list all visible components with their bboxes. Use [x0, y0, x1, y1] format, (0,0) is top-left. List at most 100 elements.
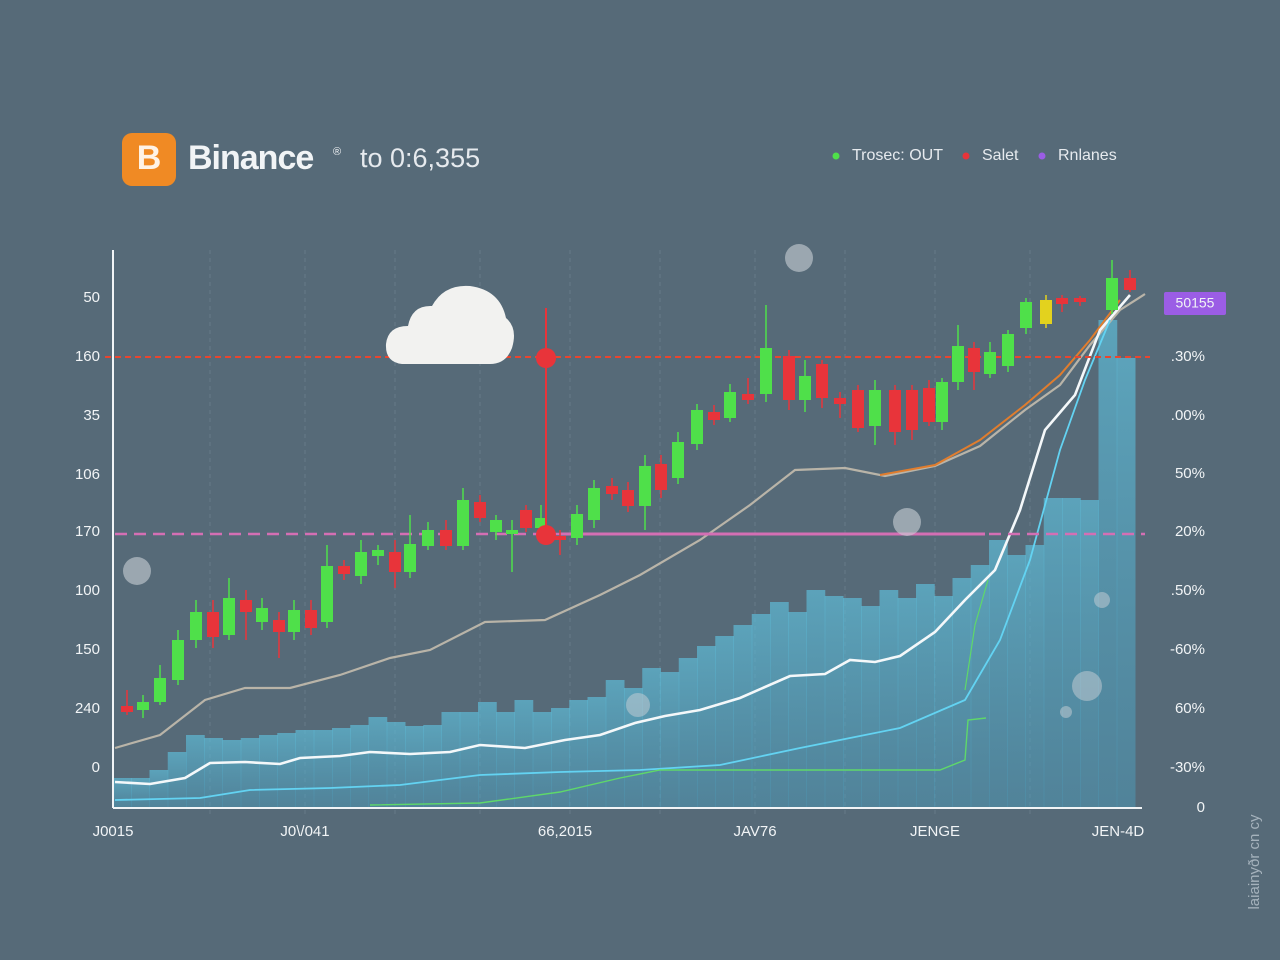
area-bar [259, 735, 278, 808]
bubble [1060, 706, 1072, 718]
area-bar [423, 725, 442, 808]
candle-body [338, 566, 350, 574]
area-bar [624, 688, 643, 808]
candle-body [1106, 278, 1118, 310]
candle-body [372, 550, 384, 556]
candle-body [457, 500, 469, 546]
y-axis-label: 240 [75, 700, 100, 717]
area-bar [660, 672, 680, 808]
area-bar [295, 730, 315, 808]
area-bar [368, 717, 388, 808]
area-bar [514, 700, 534, 808]
candle-body [1124, 278, 1136, 290]
area-bar [569, 700, 588, 808]
candle-body [834, 398, 846, 404]
area-bar [1043, 498, 1063, 808]
price-badge-text: 50155 [1176, 295, 1215, 311]
y2-axis-label: 60% [1175, 700, 1205, 717]
candle-body [288, 610, 300, 632]
candle-body [606, 486, 618, 494]
area-bar [678, 658, 698, 808]
candle-body [742, 394, 754, 400]
candle-body [571, 514, 583, 538]
area-bar [496, 712, 515, 808]
y2-axis-label: 0 [1197, 799, 1205, 816]
candle-body [952, 346, 964, 382]
candle-body [121, 706, 133, 712]
candle-body [799, 376, 811, 400]
area-bar [532, 712, 552, 808]
marker-dot [536, 525, 556, 545]
candle-body [852, 390, 864, 428]
candle-body [474, 502, 486, 518]
volume-area [113, 320, 1136, 808]
x-axis-label: J0\/041 [280, 823, 329, 840]
area-bar [751, 614, 771, 808]
candle-body [321, 566, 333, 622]
area-bar [715, 636, 734, 808]
x-axis-label: JEN-4D [1092, 823, 1145, 840]
y2-axis-label: .30% [1171, 348, 1205, 365]
candle-body [1074, 298, 1086, 302]
area-bar [989, 540, 1008, 808]
candle-body [869, 390, 881, 426]
area-bar [843, 598, 862, 808]
candle-body [137, 702, 149, 710]
bubble [1094, 592, 1110, 608]
candle-body [273, 620, 285, 632]
candle-body [305, 610, 317, 628]
y2-axis-label: 20% [1175, 523, 1205, 540]
legend-label: Salet [982, 147, 1019, 164]
area-bar [1080, 500, 1099, 808]
y-axis-label: 170 [75, 523, 100, 540]
legend-label: Trosec: OUT [852, 147, 943, 164]
candle-body [520, 510, 532, 528]
candle-body [404, 544, 416, 572]
y2-axis-label: .00% [1171, 407, 1205, 424]
area-bar [587, 697, 607, 808]
candle-body [655, 464, 667, 490]
cyan-line [114, 319, 1111, 801]
area-bar [788, 612, 807, 808]
area-bar [222, 740, 242, 808]
candle-body [389, 552, 401, 572]
candle-body [1020, 302, 1032, 328]
candle-body [708, 412, 720, 420]
area-bar [277, 733, 296, 808]
candle-body [172, 640, 184, 680]
candle-body [968, 348, 980, 372]
area-bar [204, 738, 223, 808]
area-bar [861, 606, 880, 808]
candle-body [984, 352, 996, 374]
y2-axis-label: -60% [1170, 641, 1205, 658]
area-bar [879, 590, 899, 808]
legend-dot [1038, 152, 1046, 160]
candle-body [622, 490, 634, 506]
trademark: ® [333, 146, 341, 158]
logo-glyph: B [137, 139, 162, 177]
area-bar [459, 712, 479, 808]
area-bar [1007, 555, 1026, 808]
logo [122, 133, 176, 186]
candle-body [490, 520, 502, 532]
area-bar [952, 578, 972, 808]
y-axis-label: 160 [75, 348, 100, 365]
area-bar [770, 602, 789, 808]
candle-body [535, 518, 547, 528]
area-bar [1098, 320, 1118, 808]
y-axis-label: 100 [75, 582, 100, 599]
orange-line [879, 299, 1121, 476]
candle-body [816, 364, 828, 398]
x-axis-label: JENGE [910, 823, 960, 840]
brand: Binance [188, 139, 313, 177]
marker-dot [536, 348, 556, 368]
candle-body [588, 488, 600, 520]
legend-label: Rnlanes [1058, 147, 1117, 164]
y2-axis-label: -30% [1170, 759, 1205, 776]
area-bar [149, 770, 169, 808]
candle-body [256, 608, 268, 622]
x-axis-label: 66,2015 [538, 823, 592, 840]
watermark: laiainyðr cn cy [1246, 814, 1263, 910]
candle-body [223, 598, 235, 635]
candle-body [190, 612, 202, 640]
